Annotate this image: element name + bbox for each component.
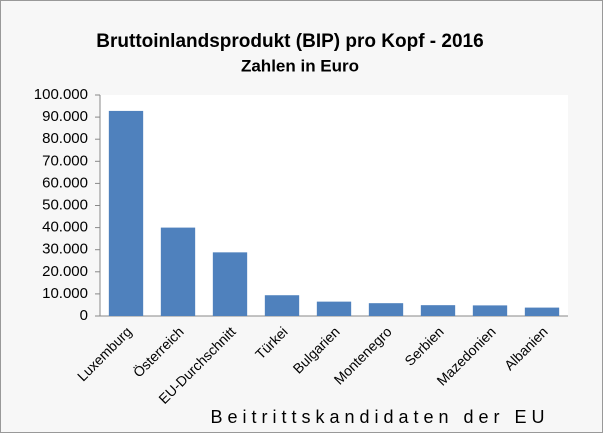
y-tick-label: 90.000 <box>42 108 88 125</box>
bar <box>472 305 508 316</box>
bar <box>316 301 352 316</box>
x-axis-title: Beitrittskandidaten der EU <box>210 407 549 427</box>
bar <box>108 110 144 316</box>
y-tick-label: 80.000 <box>42 130 88 147</box>
bar <box>212 252 248 316</box>
y-tick-label: 10.000 <box>42 285 88 302</box>
y-tick-label: 40.000 <box>42 219 88 236</box>
y-tick-label: 70.000 <box>42 152 88 169</box>
bar <box>368 303 404 316</box>
y-tick-label: 30.000 <box>42 241 88 258</box>
bar <box>160 227 196 316</box>
y-tick-label: 50.000 <box>42 196 88 213</box>
y-tick-label: 0 <box>80 307 88 324</box>
chart-title: Bruttoinlandsprodukt (BIP) pro Kopf - 20… <box>96 31 483 52</box>
y-tick-label: 60.000 <box>42 174 88 191</box>
y-tick-label: 20.000 <box>42 263 88 280</box>
bar <box>420 305 456 316</box>
bar <box>524 307 560 316</box>
y-tick-label: 100.000 <box>34 86 88 103</box>
bar <box>264 295 300 316</box>
chart-subtitle: Zahlen in Euro <box>241 56 359 75</box>
